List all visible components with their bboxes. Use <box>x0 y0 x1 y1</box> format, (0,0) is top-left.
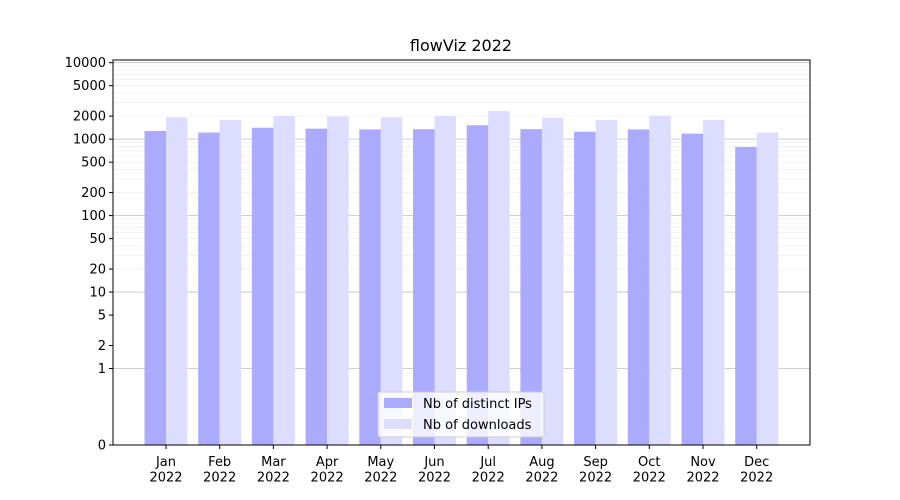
legend: Nb of distinct IPs Nb of downloads <box>377 391 545 438</box>
x-tick-label-line: Oct <box>638 455 660 470</box>
x-tick-label: Sep 2022 <box>579 455 612 486</box>
x-tick-label-line: 2022 <box>525 471 558 486</box>
y-axis: 0 1 2 5 10 20 50 100 200 500 1000 2000 5000 10000 <box>65 56 113 454</box>
y-tick-label: 2000 <box>73 110 106 125</box>
chart-title: flowViz 2022 <box>410 36 512 55</box>
y-tick-label: 5 <box>98 309 106 324</box>
x-tick-label: Jul 2022 <box>472 455 505 486</box>
bar-downloads <box>703 119 725 446</box>
x-tick-label-line: 2022 <box>740 471 773 486</box>
x-tick-label-line: 2022 <box>418 471 451 486</box>
x-tick-label-line: Aug <box>529 455 554 470</box>
x-tick-label: Jun 2022 <box>418 455 451 486</box>
x-tick-label-line: Jun <box>423 455 444 470</box>
bar-downloads <box>380 117 403 445</box>
bar-distinct-ips <box>681 133 703 445</box>
y-tick-label: 5000 <box>73 79 106 94</box>
x-tick-label: Feb 2022 <box>203 455 236 486</box>
bar-distinct-ips <box>251 127 274 445</box>
bar-downloads <box>166 117 188 445</box>
x-tick-label: Dec 2022 <box>740 455 773 486</box>
x-tick-label-line: 2022 <box>686 471 719 486</box>
y-tick-label: 100 <box>81 209 106 224</box>
legend-swatch-downloads <box>384 419 412 429</box>
x-tick-label: Oct 2022 <box>633 455 666 486</box>
bar-downloads <box>434 115 456 445</box>
bar-distinct-ips <box>144 130 166 445</box>
y-tick-label: 1000 <box>73 133 106 148</box>
legend-label-downloads: Nb of downloads <box>423 418 532 433</box>
x-tick-label: Jan 2022 <box>149 455 182 486</box>
x-tick-label-line: May <box>367 455 394 470</box>
x-tick-label-line: 2022 <box>311 471 344 486</box>
bar-downloads <box>273 115 295 445</box>
bar-downloads <box>327 116 349 446</box>
y-tick-label: 20 <box>89 263 106 278</box>
y-tick-label: 200 <box>81 186 106 201</box>
x-tick-label-line: 2022 <box>203 471 236 486</box>
x-tick-label-line: Jan <box>155 455 176 470</box>
plot-frame <box>112 59 811 446</box>
x-tick-label: May 2022 <box>364 455 397 486</box>
x-tick-label-line: Mar <box>261 455 286 470</box>
bar-distinct-ips <box>413 129 435 445</box>
bar-distinct-ips <box>735 146 757 445</box>
x-tick-label-line: 2022 <box>579 471 612 486</box>
bar-distinct-ips <box>466 125 489 445</box>
bar-distinct-ips <box>627 129 650 445</box>
bar-downloads <box>541 117 564 446</box>
bar-distinct-ips <box>305 128 328 445</box>
bar-distinct-ips <box>574 131 596 445</box>
legend-label-distinct-ips: Nb of distinct IPs <box>423 397 532 412</box>
x-tick-label-line: 2022 <box>472 471 505 486</box>
y-tick-label: 500 <box>81 156 106 171</box>
x-tick-label-line: 2022 <box>257 471 290 486</box>
x-tick-label-line: Apr <box>316 455 339 470</box>
x-tick-label-line: 2022 <box>149 471 182 486</box>
x-tick-label-line: 2022 <box>633 471 666 486</box>
bar-downloads <box>595 119 618 446</box>
legend-swatch-distinct-ips <box>384 398 412 408</box>
y-tick-label: 2 <box>98 339 106 354</box>
bar-distinct-ips <box>359 129 381 445</box>
bar-distinct-ips <box>198 132 220 445</box>
x-tick-label-line: Sep <box>583 455 608 470</box>
bars <box>144 111 779 446</box>
bar-downloads <box>488 111 510 445</box>
bar-downloads <box>219 119 242 446</box>
x-tick-label-line: Feb <box>208 455 231 470</box>
x-tick-label: Nov 2022 <box>686 455 719 486</box>
x-tick-label-line: Nov <box>690 455 716 470</box>
y-tick-label: 10000 <box>65 56 106 71</box>
y-tick-label: 0 <box>98 439 106 454</box>
y-tick-label: 10 <box>89 286 106 301</box>
x-tick-label: Apr 2022 <box>311 455 344 486</box>
x-tick-label-line: 2022 <box>364 471 397 486</box>
bar-distinct-ips <box>520 129 542 445</box>
x-tick-label-line: Jul <box>479 455 496 470</box>
y-tick-label: 1 <box>98 362 106 377</box>
x-tick-label-line: Dec <box>744 455 769 470</box>
legend-box <box>377 391 545 438</box>
bar-downloads <box>756 132 779 445</box>
bar-downloads <box>649 115 671 446</box>
x-tick-label: Aug 2022 <box>525 455 558 486</box>
y-tick-label: 50 <box>89 232 106 247</box>
x-tick-label: Mar 2022 <box>257 455 290 486</box>
